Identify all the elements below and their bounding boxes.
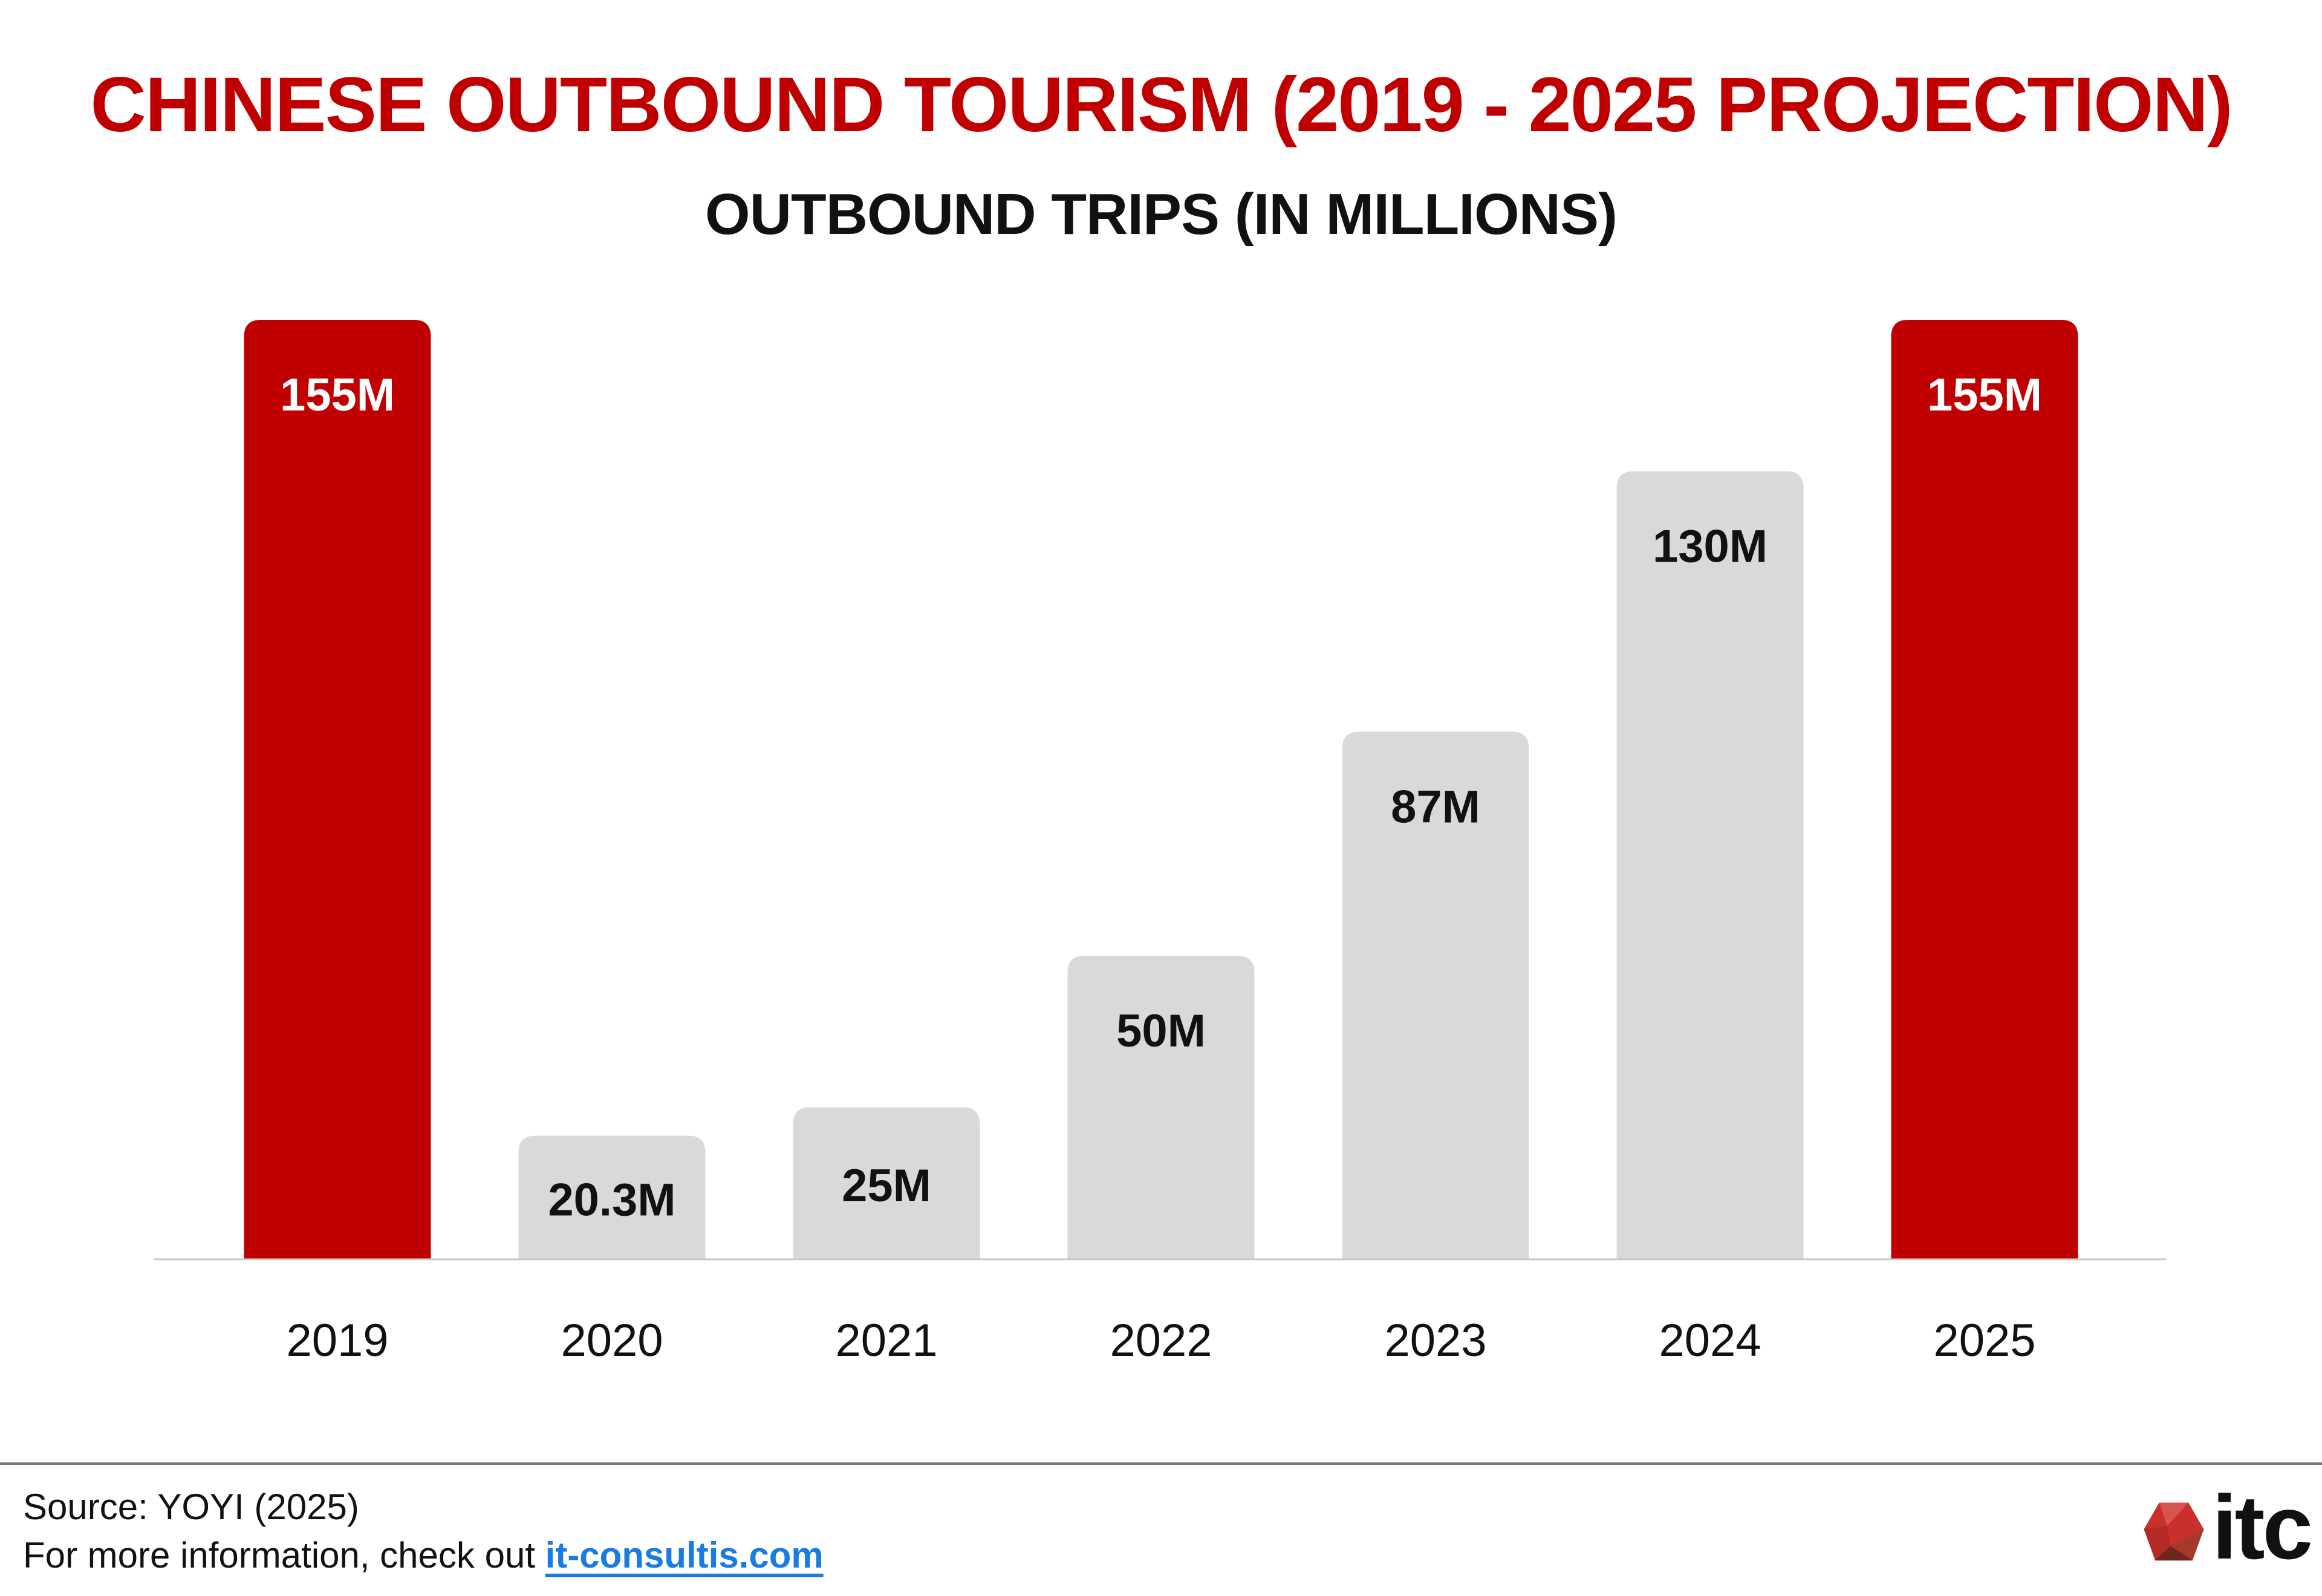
data-label: 25M [842, 1160, 931, 1212]
x-tick-label: 2019 [286, 1315, 388, 1366]
bar-2024 [1616, 471, 1804, 1259]
bar-2022 [1067, 956, 1255, 1259]
itc-logo: itc [2141, 1476, 2316, 1578]
x-tick-label: 2025 [1933, 1315, 2035, 1366]
source-text: Source: YOYI (2025) [23, 1487, 359, 1527]
x-tick-label: 2023 [1384, 1315, 1486, 1366]
data-label: 130M [1653, 521, 1768, 572]
bar-2019 [244, 320, 431, 1259]
website-link[interactable]: it-consultis.com [545, 1535, 824, 1575]
bar-2023 [1342, 731, 1529, 1259]
x-tick-label: 2020 [561, 1315, 663, 1366]
logo-text: itc [2212, 1476, 2313, 1578]
bar-2025 [1891, 320, 2078, 1259]
x-tick-label: 2022 [1110, 1315, 1212, 1366]
data-label: 20.3M [548, 1174, 675, 1225]
gem-icon [2144, 1502, 2204, 1561]
chart-subtitle: OUTBOUND TRIPS (IN MILLIONS) [705, 182, 1618, 247]
more-info-prefix: For more information, check out [23, 1535, 545, 1575]
bar-2021 [793, 1107, 980, 1259]
data-label: 87M [1391, 781, 1480, 832]
bar-chart: 155M 2019 20.3M 2020 25M 2021 50M 2022 87M 2023 13… [154, 320, 2166, 1366]
x-tick-label: 2024 [1659, 1315, 1761, 1366]
x-tick-label: 2021 [835, 1315, 937, 1366]
more-info-text: For more information, check out it-consu… [23, 1534, 824, 1576]
data-label: 155M [280, 369, 395, 421]
footer-divider [0, 1462, 2322, 1465]
bar-2020 [518, 1135, 706, 1259]
data-label: 155M [1927, 369, 2042, 421]
chart-title: CHINESE OUTBOUND TOURISM (2019 - 2025 PR… [90, 62, 2233, 148]
data-label: 50M [1116, 1005, 1206, 1057]
